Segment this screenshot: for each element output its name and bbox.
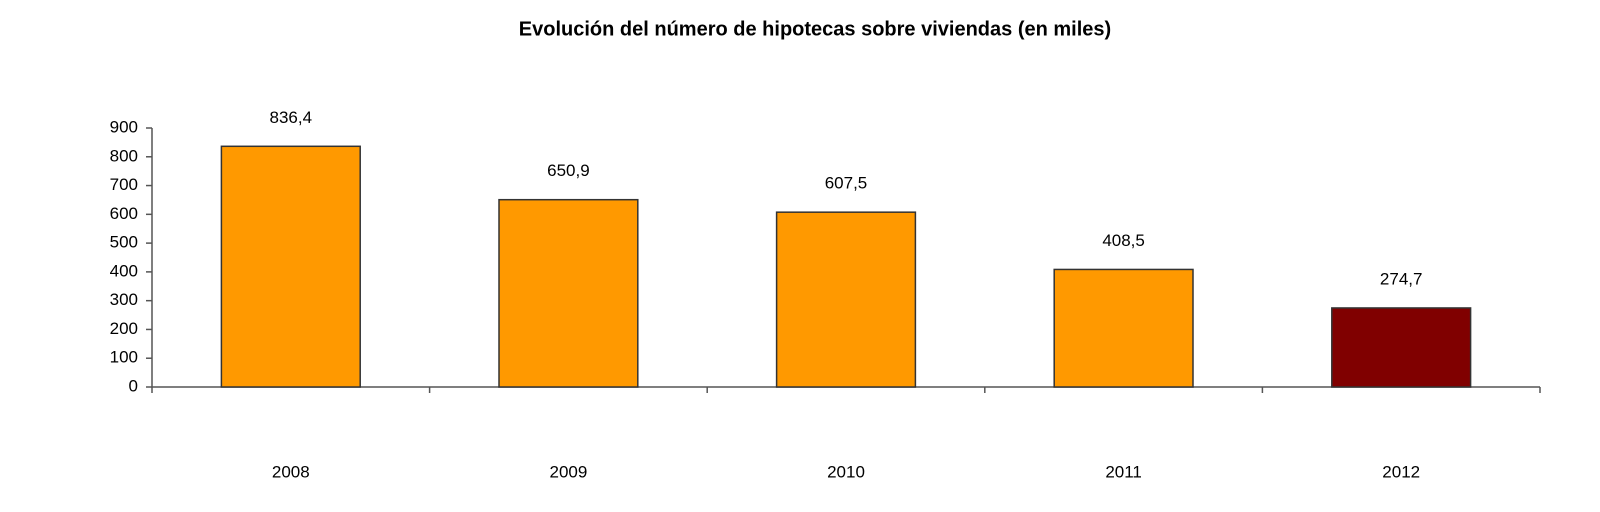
x-tick-label: 2010 bbox=[827, 462, 865, 481]
bar bbox=[220, 145, 361, 388]
x-tick-label: 2008 bbox=[272, 462, 310, 481]
value-label: 408,5 bbox=[1102, 231, 1145, 250]
y-tick-label: 300 bbox=[110, 290, 138, 309]
x-tick-label: 2011 bbox=[1105, 462, 1142, 481]
y-tick-label: 0 bbox=[129, 376, 138, 395]
y-tick-label: 600 bbox=[110, 204, 138, 223]
x-tick-label: 2009 bbox=[549, 462, 587, 481]
bar bbox=[1331, 307, 1472, 388]
value-label: 607,5 bbox=[825, 174, 868, 193]
y-tick-label: 500 bbox=[110, 233, 138, 252]
x-tick-label: 2012 bbox=[1382, 462, 1420, 481]
chart-title: Evolución del número de hipotecas sobre … bbox=[519, 18, 1111, 40]
value-label: 650,9 bbox=[547, 161, 590, 180]
bar bbox=[775, 211, 917, 388]
y-tick-label: 700 bbox=[110, 175, 138, 194]
y-tick-label: 900 bbox=[110, 117, 138, 136]
y-tick-label: 400 bbox=[110, 261, 138, 280]
value-label: 836,4 bbox=[270, 108, 313, 127]
y-tick-label: 100 bbox=[110, 348, 138, 367]
bar bbox=[1053, 268, 1194, 388]
value-label: 274,7 bbox=[1380, 269, 1423, 288]
y-tick-label: 200 bbox=[110, 319, 138, 338]
bar bbox=[498, 198, 639, 388]
y-tick-label: 800 bbox=[110, 146, 138, 165]
